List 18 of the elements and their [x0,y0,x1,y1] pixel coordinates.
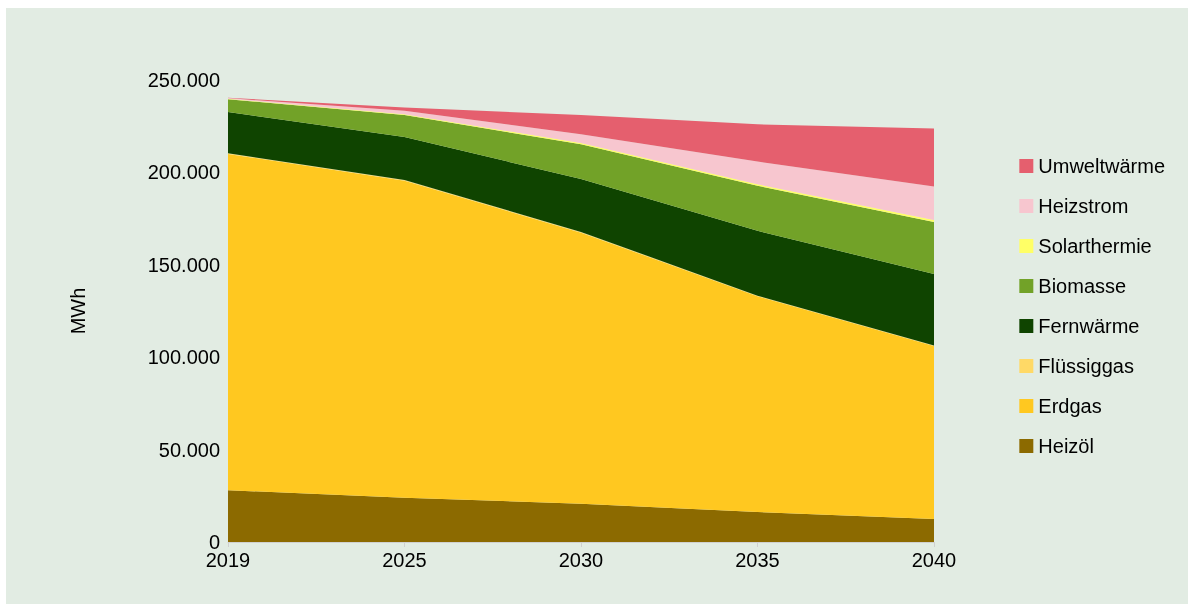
x-tick-label: 2040 [911,549,957,571]
legend-label: Fernwärme [1038,315,1140,337]
y-tick-label: 100.000 [147,346,220,369]
y-tick-label: 50.000 [158,438,220,461]
legend-label: Erdgas [1038,395,1102,417]
y-tick-label: 250.000 [147,69,220,91]
y-tick-label: 150.000 [147,253,220,276]
x-tick-label: 2030 [558,549,604,571]
legend-label: Umweltwärme [1038,155,1166,177]
x-tick-label: 2025 [382,549,427,571]
legend-label: Biomasse [1038,275,1127,297]
legend-label: Heizöl [1038,435,1094,457]
legend-label: Solarthermie [1038,235,1152,257]
legend-label: Flüssiggas [1038,355,1134,377]
x-tick-label: 2035 [735,549,780,571]
legend-label: Heizstrom [1038,195,1129,217]
y-axis-title: MWh [67,287,89,335]
y-tick-label: 200.000 [147,161,220,184]
